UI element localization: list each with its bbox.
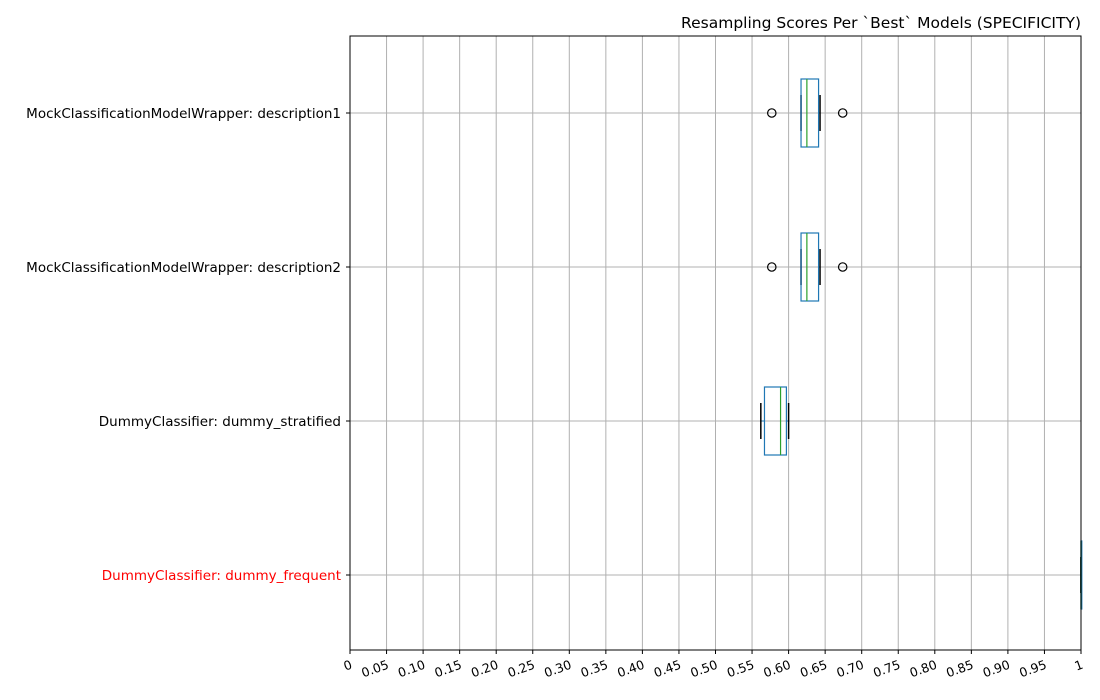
outlier-1-0 [766,262,777,272]
box-group-0 [766,78,848,148]
box-group-2 [760,386,790,456]
box-plots [760,78,1083,610]
outlier-1-1 [837,262,848,272]
chart-title: Resampling Scores Per `Best` Models (SPE… [681,14,1081,32]
x-tick-label-9: 0.45 [652,657,683,681]
box-iqr-1 [800,232,820,302]
x-tick-label-14: 0.70 [834,657,865,681]
x-tick-label-6: 0.30 [542,657,573,681]
outlier-0-1 [837,108,848,118]
category-label-0: MockClassificationModelWrapper: descript… [26,106,341,122]
category-label-2: DummyClassifier: dummy_stratified [99,414,341,430]
category-label-3: DummyClassifier: dummy_frequent [102,568,341,584]
box-group-1 [766,232,848,302]
x-tick-label-2: 0.10 [396,657,427,681]
x-tick-label-10: 0.50 [688,657,719,681]
x-tick-label-3: 0.15 [432,657,463,681]
x-tick-label-20: 1 [1072,657,1085,674]
x-tick-label-18: 0.90 [981,657,1012,681]
x-tick-label-16: 0.80 [908,657,939,681]
x-tick-label-13: 0.65 [798,657,829,681]
x-tick-label-8: 0.40 [615,657,646,681]
x-tick-label-11: 0.55 [725,657,756,681]
x-tick-label-7: 0.35 [579,657,610,681]
x-tick-label-15: 0.75 [871,657,902,681]
box-iqr-0 [800,78,820,148]
x-tick-label-5: 0.25 [505,657,536,681]
category-label-1: MockClassificationModelWrapper: descript… [26,260,341,276]
x-tick-label-0: 0 [341,657,354,674]
x-tick-label-17: 0.85 [944,657,975,681]
x-tick-label-12: 0.60 [761,657,792,681]
x-tick-label-1: 0.05 [359,657,390,681]
y-axis-category-labels: MockClassificationModelWrapper: descript… [26,106,350,584]
x-tick-label-19: 0.95 [1017,657,1048,681]
outlier-0-0 [766,108,777,118]
box-iqr-2 [763,386,788,456]
grid-lines [349,36,1082,650]
x-tick-label-4: 0.20 [469,657,500,681]
x-axis-ticks: 0 0.05 0.10 0.15 0.20 0.25 0.30 0.35 0.40 0.45 0.5… [341,650,1085,680]
